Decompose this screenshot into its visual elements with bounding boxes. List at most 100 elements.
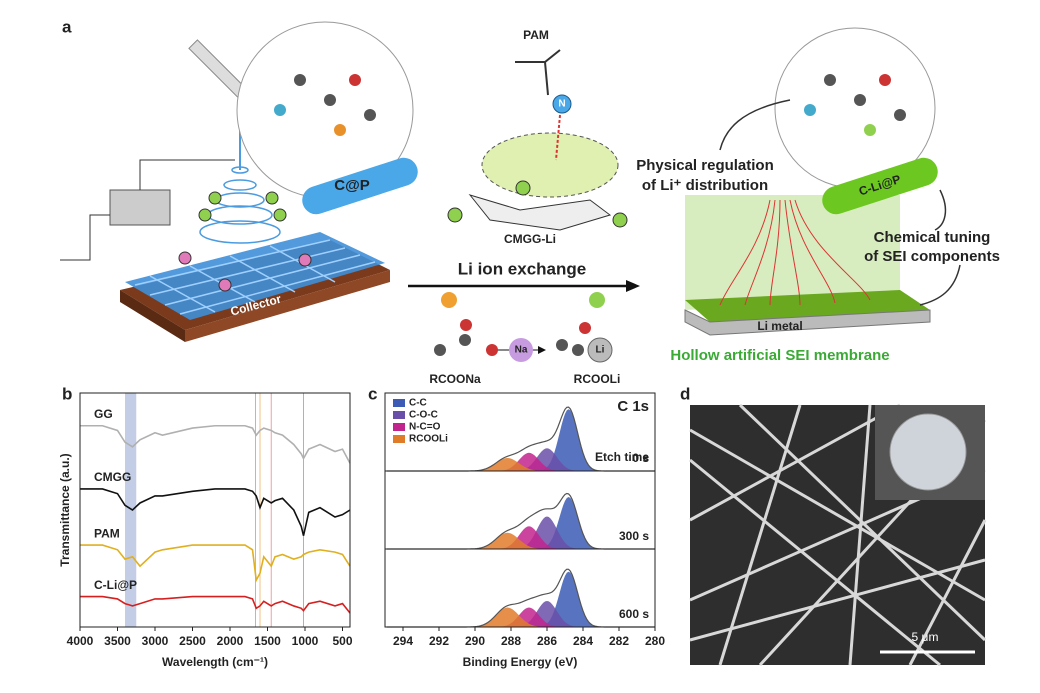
peak	[385, 526, 655, 549]
atom-label: Li	[596, 345, 605, 356]
etch-label: 0 s	[632, 451, 649, 465]
na-marker	[441, 292, 457, 308]
li-flux	[719, 199, 871, 306]
collector-side	[120, 290, 185, 342]
label: CMGG-Li	[504, 232, 556, 246]
label: Chemical tuning	[874, 229, 991, 246]
neg-charges	[178, 251, 312, 292]
label: of SEI components	[864, 248, 1000, 265]
spectrum	[80, 488, 351, 536]
series-label: C-Li@P	[94, 578, 137, 592]
axes-frame	[79, 392, 351, 628]
x-tick-label: 286	[537, 634, 557, 648]
inset-disk	[889, 413, 967, 491]
panel-label: c	[368, 384, 377, 403]
label: C@P	[334, 177, 369, 194]
li-ions	[447, 180, 628, 228]
label: Physical regulation	[636, 157, 774, 174]
x-tick-label: 2500	[179, 634, 206, 648]
x-axis-label: Binding Energy (eV)	[463, 655, 578, 669]
x-tick-label: 2000	[217, 634, 244, 648]
charges	[198, 191, 287, 222]
curve-arrow	[919, 264, 961, 306]
li-marker	[589, 292, 605, 308]
x-tick-label: 288	[501, 634, 521, 648]
polymer-chain	[515, 49, 561, 63]
carboxyl-zone	[481, 132, 619, 198]
legend-swatch	[393, 411, 405, 419]
x-tick-label: 282	[609, 634, 629, 648]
y-axis-label: Transmittance (a.u.)	[58, 453, 72, 566]
panel-label: a	[62, 17, 72, 36]
ground-wire	[60, 214, 110, 261]
chart-title: C 1s	[617, 398, 649, 415]
series-label: PAM	[94, 526, 120, 540]
etch-title: Etch time	[595, 450, 649, 464]
carboxylate-atoms	[434, 319, 591, 356]
label: PAM	[523, 28, 549, 42]
x-tick-label: 1500	[254, 634, 281, 648]
legend-swatch	[393, 435, 405, 443]
x-tick-label: 290	[465, 634, 485, 648]
legend-swatch	[393, 399, 405, 407]
legend-label: C-C	[409, 398, 427, 409]
x-tick-label: 1000	[292, 634, 319, 648]
power-supply	[109, 189, 171, 226]
curve-arrow	[719, 99, 791, 151]
molecule-right	[804, 74, 906, 136]
label: Li metal	[757, 319, 802, 333]
legend-label: N-C=O	[409, 422, 441, 433]
na-atom	[509, 338, 533, 362]
etch-label: 600 s	[619, 607, 649, 621]
x-tick-label: 280	[645, 634, 665, 648]
sugar-ring	[468, 194, 612, 231]
legend-label: RCOOLi	[409, 434, 448, 445]
mesh-fibers	[134, 239, 376, 315]
legend-swatch	[393, 423, 405, 431]
atom-label: Na	[515, 345, 528, 356]
x-tick-label: 4000	[67, 634, 94, 648]
peak	[385, 532, 655, 549]
x-tick-label: 3000	[142, 634, 169, 648]
x-axis-label: Wavelength (cm⁻¹)	[162, 655, 268, 669]
panel-label: b	[62, 384, 72, 403]
arrow-head	[626, 280, 640, 292]
curve-arrow	[934, 189, 947, 231]
spectrum	[80, 424, 351, 464]
scale-label: 5 μm	[912, 630, 939, 644]
series-label: GG	[94, 407, 113, 421]
x-tick-label: 292	[429, 634, 449, 648]
label: RCOOLi	[574, 372, 621, 386]
x-tick-label: 294	[393, 634, 413, 648]
label: of Li⁺ distribution	[642, 177, 768, 194]
label: RCOONa	[429, 372, 481, 386]
sem-fibers	[689, 403, 987, 667]
molecule-left	[274, 74, 376, 136]
fiber-tube-right	[822, 157, 938, 215]
sem-image	[689, 403, 987, 667]
series-label: CMGG	[94, 470, 131, 484]
x-tick-label: 284	[573, 634, 593, 648]
spectrum	[80, 544, 351, 583]
label: Li ion exchange	[458, 259, 586, 278]
panel-a-art	[60, 21, 961, 363]
band	[125, 393, 137, 627]
legend-label: C-O-C	[409, 410, 438, 421]
bond	[544, 61, 549, 96]
peak	[385, 452, 655, 471]
panel-label: d	[680, 384, 690, 403]
collector-front	[185, 270, 390, 342]
spectrum	[80, 595, 351, 614]
x-tick-label: 3500	[104, 634, 131, 648]
peak	[385, 607, 655, 627]
x-tick-label: 500	[332, 634, 352, 648]
fiber-tube	[302, 157, 418, 215]
etch-label: 300 s	[619, 529, 649, 543]
h-bond	[555, 114, 561, 161]
li-metal-slab	[684, 309, 931, 336]
atom-label: N	[558, 99, 565, 110]
peak	[385, 458, 655, 471]
subpanel-frame	[384, 548, 656, 628]
jet-spiral	[199, 166, 281, 244]
